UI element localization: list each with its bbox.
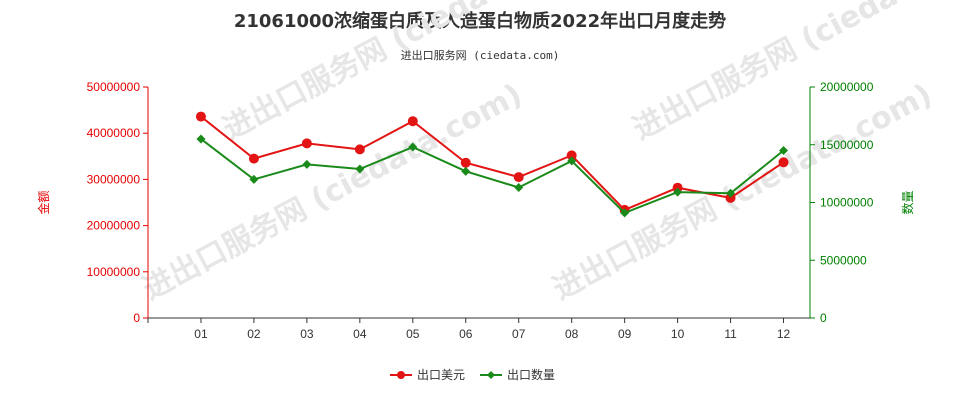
x-tick-label: 04: [353, 327, 367, 341]
y-left-tick-label: 30000000: [87, 172, 141, 186]
series-point-2: [620, 208, 630, 218]
series-point-1: [195, 111, 206, 122]
legend-label-1: 出口美元: [417, 368, 465, 382]
legend: 出口美元 出口数量: [390, 367, 555, 382]
x-tick-label: 01: [194, 327, 208, 341]
x-tick-label: 11: [724, 327, 737, 341]
series-point-1: [301, 138, 312, 149]
series-point-1: [566, 150, 577, 161]
watermark-text-4: 进出口服务网 (ciedata.com): [627, 0, 960, 147]
series-point-2: [726, 188, 736, 198]
y-left-tick-label: 0: [133, 311, 140, 325]
series-line-2: [200, 138, 785, 215]
series-point-1: [460, 157, 471, 168]
series-point-2: [514, 182, 524, 192]
series-point-2: [302, 159, 312, 169]
legend-swatch-marker-2: [487, 371, 495, 379]
legend-label-2: 出口数量: [507, 367, 555, 382]
watermark-text-2: 进出口服务网 (ciedata.com): [547, 77, 937, 307]
series-point-2: [355, 164, 365, 174]
series-point-1: [248, 153, 259, 164]
y-right-tick-label: 0: [820, 311, 827, 325]
series-point-2: [408, 142, 418, 152]
y-left-tick-label: 10000000: [87, 265, 141, 279]
y-right-tick-label: 10000000: [820, 196, 874, 210]
chart-title: 21061000浓缩蛋白质及人造蛋白物质2022年出口月度走势: [233, 11, 727, 32]
x-tick-label: 08: [565, 327, 579, 341]
y-left-tick-label: 50000000: [87, 80, 141, 94]
series-point-2: [461, 166, 471, 176]
x-tick-label: 07: [512, 327, 526, 341]
x-tick-label: 09: [618, 327, 632, 341]
series-point-2: [196, 134, 206, 144]
y-right-tick-label: 5000000: [820, 253, 867, 267]
x-tick-label: 12: [777, 327, 791, 341]
y-left-axis-title: 金额: [36, 190, 51, 214]
series-point-1: [407, 116, 418, 127]
x-tick-label: 05: [406, 327, 420, 341]
series-layer: [195, 111, 789, 218]
x-tick-label: 02: [247, 327, 261, 341]
series-point-2: [567, 156, 577, 166]
x-tick-label: 10: [671, 327, 685, 341]
watermark-text-1: 进出口服务网 (ciedata.com): [137, 77, 527, 307]
series-point-1: [778, 157, 789, 168]
y-right-tick-label: 15000000: [820, 138, 874, 152]
y-left-tick-label: 40000000: [87, 126, 141, 140]
axes-layer: 0 10000000 20000000 30000000 40000000 5000000…: [36, 80, 915, 341]
y-right-axis-title: 数量: [900, 190, 915, 214]
series-point-2: [249, 174, 259, 184]
legend-swatch-marker-1: [397, 371, 405, 379]
series-line-1: [200, 115, 785, 212]
x-tick-label: 06: [459, 327, 473, 341]
x-tick-label: 03: [300, 327, 314, 341]
y-right-tick-label: 20000000: [820, 80, 874, 94]
series-point-1: [513, 172, 524, 183]
series-point-2: [779, 146, 789, 156]
series-point-1: [725, 192, 736, 203]
series-point-2: [673, 187, 683, 197]
y-left-tick-label: 20000000: [87, 219, 141, 233]
series-point-1: [354, 144, 365, 155]
chart-subtitle: 进出口服务网 (ciedata.com): [400, 49, 560, 62]
